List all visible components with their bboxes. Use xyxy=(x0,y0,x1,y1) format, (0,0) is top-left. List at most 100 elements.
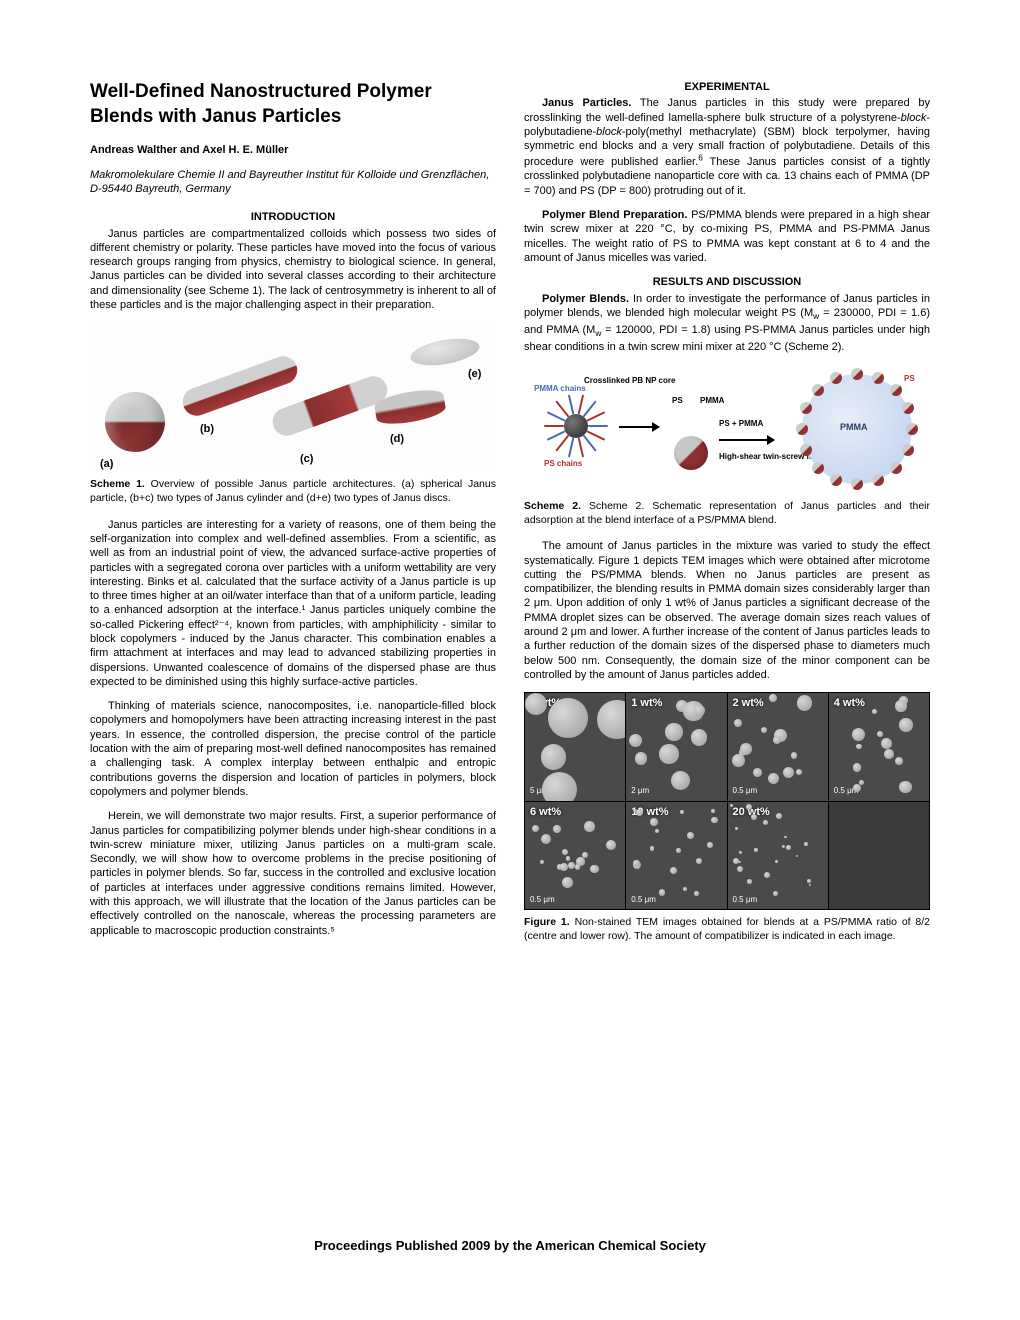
pmma-domain-icon xyxy=(711,809,716,814)
pmma-domain-icon xyxy=(606,840,616,850)
pmma-domain-icon xyxy=(541,834,551,844)
figure-1: 0 wt%5 μm1 wt%2 μm2 wt%0.5 μm4 wt%0.5 μm… xyxy=(524,692,930,910)
pmma-domain-icon xyxy=(694,705,705,716)
polymer-chain-icon xyxy=(586,411,605,421)
pmma-domain-icon xyxy=(809,884,811,886)
pmma-domain-icon xyxy=(783,767,794,778)
pmma-domain-icon xyxy=(768,773,779,784)
pmma-domain-icon xyxy=(895,700,906,711)
label-c: (c) xyxy=(300,452,313,466)
tem-panel xyxy=(829,802,929,910)
scheme-2-caption-text: Scheme 2. Schematic representation of Ja… xyxy=(524,500,930,526)
pmma-label: PMMA xyxy=(700,396,724,406)
pmma-domain-icon xyxy=(807,879,811,883)
pmma-domain-icon xyxy=(553,825,560,832)
polymer-chain-icon xyxy=(578,437,584,457)
scheme-2-figure: PMMA chains Crosslinked PB NP core PS ch… xyxy=(524,364,930,494)
right-column: EXPERIMENTAL Janus Particles. The Janus … xyxy=(524,80,930,1210)
pmma-domain-icon xyxy=(776,813,782,819)
pmma-domain-icon xyxy=(881,738,892,749)
arrow-1-icon xyxy=(619,426,659,428)
interface-janus-dot-icon xyxy=(902,444,914,456)
interface-janus-dot-icon xyxy=(872,474,884,486)
interface-janus-dot-icon xyxy=(902,402,914,414)
pmma-domain-icon xyxy=(629,734,642,747)
pmma-domain-icon xyxy=(633,809,636,812)
polymer-chain-icon xyxy=(588,425,608,427)
janus-disc-e-top-icon xyxy=(408,334,481,370)
intro-para-3: Thinking of materials science, nanocompo… xyxy=(90,699,496,799)
pmma-domain-icon xyxy=(683,887,687,891)
crosslinked-label: Crosslinked PB NP core xyxy=(584,376,675,386)
pmma-domain-icon xyxy=(707,842,713,848)
scheme-2-caption: Scheme 2. Scheme 2. Schematic representa… xyxy=(524,500,930,527)
intro-para-2: Janus particles are interesting for a va… xyxy=(90,518,496,690)
tem-wt-label: 4 wt% xyxy=(834,696,865,710)
pmma-domain-icon xyxy=(740,743,752,755)
paper-title: Well-Defined Nanostructured Polymer Blen… xyxy=(90,80,496,129)
pmma-domain-icon xyxy=(739,851,742,854)
pmma-domain-icon xyxy=(732,754,745,767)
pmma-domain-icon xyxy=(853,763,861,771)
tem-panel: 20 wt%0.5 μm xyxy=(728,802,828,910)
pmma-domain-icon xyxy=(532,825,539,832)
label-d: (d) xyxy=(390,432,404,446)
pmma-domain-icon xyxy=(761,727,767,733)
pmma-domain-icon xyxy=(582,852,588,858)
interface-janus-dot-icon xyxy=(812,462,824,474)
pmma-domain-icon xyxy=(797,695,812,710)
interface-janus-dot-icon xyxy=(851,368,863,380)
tem-panel: 10 wt%0.5 μm xyxy=(626,802,726,910)
pmma-domain-icon xyxy=(773,736,781,744)
tem-scale-bar-label: 0.5 μm xyxy=(631,895,656,905)
pmma-domain-icon xyxy=(747,879,752,884)
affiliation: Makromolekulare Chemie II and Bayreuther… xyxy=(90,168,496,197)
ps-chains-label: PS chains xyxy=(544,459,582,469)
pmma-domain-icon xyxy=(541,744,567,770)
pmma-domain-icon xyxy=(711,817,717,823)
pmma-domain-icon xyxy=(560,863,568,871)
pmma-domain-icon xyxy=(680,810,684,814)
tem-panel: 2 wt% 0.5 μm xyxy=(728,693,828,801)
pmma-domain-icon xyxy=(691,729,707,745)
pmma-domain-icon xyxy=(635,752,647,764)
polymer-chain-icon xyxy=(544,425,564,427)
polymer-chain-icon xyxy=(578,395,584,415)
tem-wt-label: 2 wt% xyxy=(733,696,764,710)
pmma-domain-icon xyxy=(576,857,584,865)
figure-1-caption: Figure 1. Non-stained TEM images obtaine… xyxy=(524,916,930,943)
pmma-domain-icon xyxy=(853,784,861,792)
footer: Proceedings Published 2009 by the Americ… xyxy=(90,1238,930,1255)
tem-panel: 6 wt%0.5 μm xyxy=(525,802,625,910)
pmma-domain-icon xyxy=(884,749,894,759)
janus-small-icon xyxy=(674,436,708,470)
pmma-domain-icon xyxy=(734,719,742,727)
pmma-domain-icon xyxy=(784,836,786,838)
interface-janus-dot-icon xyxy=(851,478,863,490)
label-a: (a) xyxy=(100,457,113,471)
pmma-domain-icon xyxy=(733,858,739,864)
pmma-domain-icon xyxy=(566,856,571,861)
pmma-domain-icon xyxy=(650,846,655,851)
pmma-domain-icon xyxy=(786,845,791,850)
pmma-domain-icon xyxy=(769,694,777,702)
pmma-domain-icon xyxy=(659,744,679,764)
droplet-pmma-label: PMMA xyxy=(840,422,868,434)
interface-janus-dot-icon xyxy=(800,402,812,414)
polymer-chain-icon xyxy=(555,435,569,452)
pmma-domain-icon xyxy=(548,698,588,738)
results-para-1: Polymer Blends. In order to investigate … xyxy=(524,292,930,354)
pmma-domain-icon xyxy=(525,693,547,715)
pmma-domain-icon xyxy=(775,860,778,863)
tem-wt-label: 1 wt% xyxy=(631,696,662,710)
scheme-1-caption-text: Overview of possible Janus particle arch… xyxy=(90,478,496,504)
tem-scale-bar-label: 0.5 μm xyxy=(733,786,758,796)
tem-image-grid: 0 wt%5 μm1 wt%2 μm2 wt%0.5 μm4 wt%0.5 μm… xyxy=(524,692,930,910)
pmma-domain-icon xyxy=(633,860,639,866)
pmma-domain-icon xyxy=(735,827,738,830)
scheme-1-figure: (a) (b) (c) (d) (e) xyxy=(90,322,496,472)
section-head-results: RESULTS AND DISCUSSION xyxy=(524,275,930,289)
pmma-domain-icon xyxy=(655,829,659,833)
exp-p1-text: The Janus particles in this study were p… xyxy=(524,97,930,196)
pmma-domain-icon xyxy=(746,804,752,810)
